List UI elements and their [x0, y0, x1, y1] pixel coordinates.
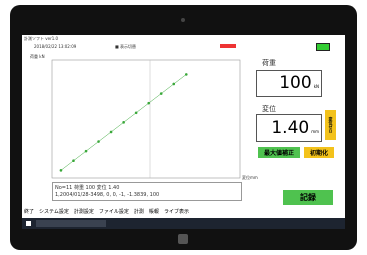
- disp-unit: mm: [311, 129, 319, 134]
- init-button[interactable]: 初期化: [304, 147, 334, 158]
- menu-item[interactable]: 計測設定: [74, 208, 94, 215]
- disp-label: 変位: [262, 104, 276, 114]
- data-point: [60, 169, 63, 172]
- data-point: [85, 150, 88, 153]
- load-value: 100: [279, 73, 311, 93]
- plot-frame: [52, 60, 240, 178]
- x-label: 変位mm: [242, 175, 258, 181]
- windows-button[interactable]: [178, 234, 188, 244]
- menu-item[interactable]: 終了: [24, 208, 34, 215]
- menu-bar: 終了システム設定計測設定ファイル設定計測帳報ライブ表示: [24, 208, 189, 215]
- log-line: No=11 荷重 100 変位 1.40: [53, 183, 241, 192]
- screenshot: 計測ソフト ver1.0 2018/02/22 13:02:09 ■ 表示切替 …: [0, 0, 367, 255]
- data-point: [172, 83, 175, 86]
- data-point: [147, 102, 150, 105]
- data-point: [122, 121, 125, 124]
- data-point: [185, 73, 188, 76]
- record-button[interactable]: 記録: [283, 190, 333, 205]
- load-unit: kN: [314, 84, 319, 89]
- taskbar: [22, 218, 345, 229]
- menu-item[interactable]: ライブ表示: [164, 208, 189, 215]
- data-point: [110, 131, 113, 134]
- menu-item[interactable]: ファイル設定: [99, 208, 129, 215]
- data-point: [135, 111, 138, 114]
- data-point: [72, 159, 75, 162]
- load-label: 荷重: [262, 58, 276, 68]
- max-correction-button[interactable]: 最大値補正: [258, 147, 300, 158]
- search-box[interactable]: [36, 220, 106, 227]
- start-button[interactable]: [26, 221, 31, 226]
- log-line: 1,2004/01/28-3498, 0, 0, -1, -1.3839, 10…: [53, 192, 241, 198]
- data-point: [160, 92, 163, 95]
- zero-button[interactable]: 変位ゼロ: [325, 110, 336, 140]
- log-box: No=11 荷重 100 変位 1.40 1,2004/01/28-3498, …: [52, 182, 242, 201]
- data-point: [97, 140, 100, 143]
- disp-value: 1.40: [271, 118, 309, 138]
- menu-item[interactable]: 計測: [134, 208, 144, 215]
- menu-item[interactable]: システム設定: [39, 208, 69, 215]
- menu-item[interactable]: 帳報: [149, 208, 159, 215]
